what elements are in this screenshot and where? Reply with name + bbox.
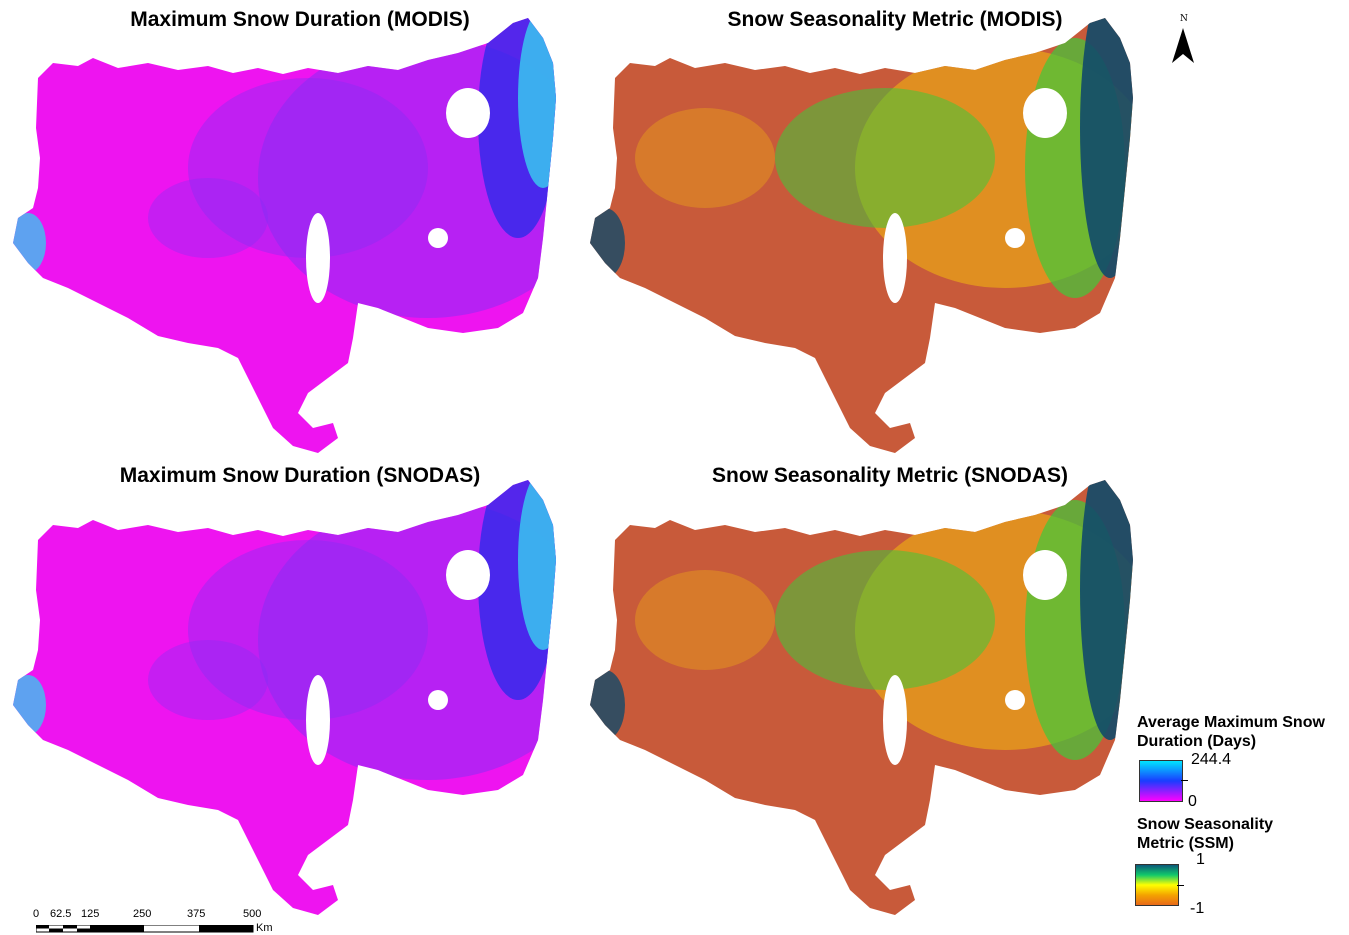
map-no-data-area	[1023, 88, 1067, 138]
map-snodas-ssm	[590, 480, 1133, 915]
legend-duration-title-line1: Average Maximum Snow	[1137, 714, 1325, 731]
scale-bar-tick-label: 250	[133, 908, 152, 920]
legend-ssm-title: Snow Seasonality Metric (SSM)	[1137, 815, 1273, 853]
map-color-region	[775, 550, 995, 690]
map-modis-duration	[13, 18, 556, 453]
legend-duration-tick	[1181, 780, 1188, 781]
legend-duration-min: 0	[1188, 793, 1197, 810]
map-color-region	[635, 570, 775, 670]
panel-title-modis-ssm: Snow Seasonality Metric (MODIS)	[727, 8, 1063, 31]
legend-duration-title-line2: Duration (Days)	[1137, 733, 1257, 750]
scale-bar-tick-label: 375	[187, 908, 206, 920]
map-modis-ssm	[590, 18, 1133, 453]
map-layer	[13, 480, 556, 780]
legend-duration-colorbar	[1139, 760, 1183, 802]
north-arrow-label: N	[1180, 14, 1188, 24]
map-no-data-area	[306, 675, 330, 765]
map-color-region	[590, 670, 625, 740]
legend-ssm-title-line2: Metric (SSM)	[1137, 835, 1234, 852]
north-arrow-icon	[1172, 28, 1194, 63]
map-no-data-area	[306, 213, 330, 303]
scale-bar-tick-label: 125	[81, 908, 100, 920]
map-color-region	[13, 675, 46, 735]
map-color-region	[188, 78, 428, 258]
legend-ssm-max: 1	[1196, 851, 1205, 868]
scale-bar-tick-label: 62.5	[50, 908, 72, 920]
panel-title-snodas-duration: Maximum Snow Duration (SNODAS)	[119, 464, 481, 487]
scale-bar-tick-label: 500	[243, 908, 262, 920]
legend-duration-max: 244.4	[1191, 751, 1232, 768]
map-no-data-area	[446, 88, 490, 138]
map-no-data-area	[428, 690, 448, 710]
scale-bar-unit: Km	[256, 922, 273, 934]
legend-ssm-tick	[1177, 885, 1184, 886]
map-no-data-area	[428, 228, 448, 248]
map-color-region	[148, 178, 268, 258]
map-color-region	[148, 640, 268, 720]
map-no-data-area	[446, 550, 490, 600]
map-color-region	[775, 88, 995, 228]
map-no-data-area	[883, 675, 907, 765]
panel-title-modis-duration: Maximum Snow Duration (MODIS)	[130, 8, 470, 31]
map-no-data-area	[1023, 550, 1067, 600]
legend-ssm-colorbar	[1135, 864, 1179, 906]
legend-ssm-min: -1	[1190, 900, 1205, 917]
scale-bar-tick-label: 0	[33, 908, 40, 920]
scale-bar	[36, 925, 254, 933]
map-no-data-area	[1005, 690, 1025, 710]
map-layer	[590, 480, 1133, 765]
map-color-region	[13, 213, 46, 273]
map-color-region	[635, 108, 775, 208]
map-no-data-area	[1005, 228, 1025, 248]
legend-duration-title: Average Maximum Snow Duration (Days)	[1137, 713, 1325, 751]
panel-title-snodas-ssm: Snow Seasonality Metric (SNODAS)	[712, 464, 1068, 487]
map-color-region	[188, 540, 428, 720]
map-color-region	[590, 208, 625, 278]
map-snodas-duration	[13, 480, 556, 915]
legend-ssm-title-line1: Snow Seasonality	[1137, 816, 1274, 833]
map-no-data-area	[883, 213, 907, 303]
